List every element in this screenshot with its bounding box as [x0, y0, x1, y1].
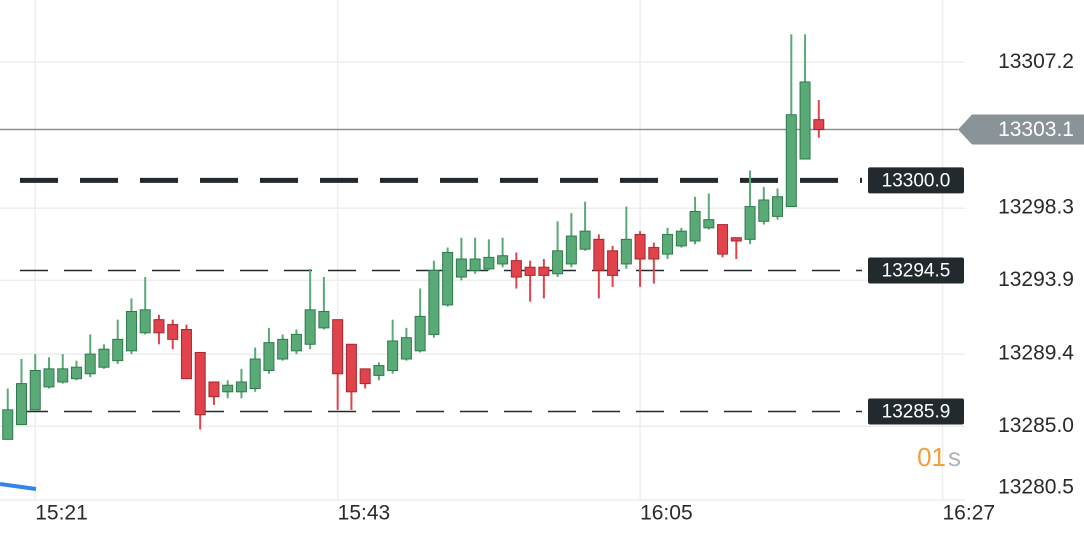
candle-body — [208, 381, 220, 398]
y-tick-label: 13285.0 — [998, 414, 1074, 437]
candle-body — [593, 238, 605, 271]
candle-body — [469, 258, 481, 271]
candle-body — [579, 230, 591, 250]
candle-body — [455, 258, 467, 278]
candle-body — [744, 206, 756, 240]
candle-body — [717, 224, 729, 255]
candle-body — [180, 329, 192, 380]
candle-body — [249, 358, 261, 390]
y-tick-label: 13307.2 — [998, 50, 1074, 73]
candle-body — [318, 310, 330, 329]
candle-body — [703, 219, 715, 229]
candle-body — [552, 250, 564, 275]
candle-body — [359, 368, 371, 385]
x-tick-label: 16:27 — [943, 502, 996, 525]
level-label-box — [868, 167, 964, 194]
countdown-unit: s — [948, 442, 961, 472]
candle-body — [538, 266, 550, 276]
candle-body — [634, 233, 646, 260]
indicator-line — [0, 482, 37, 491]
candle-body — [15, 383, 27, 426]
y-tick-label: 13289.4 — [998, 342, 1074, 365]
candles — [2, 34, 825, 440]
candle-body — [332, 319, 344, 375]
level-label: 13294.5 — [882, 261, 951, 282]
candle-body — [112, 338, 124, 362]
candle-body — [607, 250, 619, 276]
candle-body — [483, 256, 495, 270]
candle-body — [662, 233, 674, 255]
y-tick-label: 13298.3 — [998, 196, 1074, 219]
candle-body — [675, 230, 687, 247]
candle-body — [772, 196, 784, 217]
candle-body — [304, 309, 316, 345]
level-label-box — [868, 257, 964, 284]
candle-body — [222, 384, 234, 393]
candle-body — [167, 324, 179, 340]
candle-body — [648, 247, 660, 260]
candle-body — [263, 342, 275, 371]
candle-body — [497, 255, 509, 265]
candle-body — [2, 409, 14, 440]
candle-body — [29, 369, 41, 411]
last-price-box — [958, 114, 1084, 145]
candle-body — [290, 333, 302, 352]
level-label: 13300.0 — [882, 170, 951, 191]
candle-body — [43, 368, 55, 388]
level-label: 13285.9 — [882, 401, 951, 422]
candle-body — [194, 351, 206, 416]
candle-body — [730, 237, 742, 242]
last-price-label: 13303.1 — [998, 118, 1074, 141]
candle-body — [277, 338, 289, 360]
countdown-number: 01 — [917, 442, 946, 472]
candle-body — [373, 365, 385, 376]
candle-body — [345, 343, 357, 393]
overlay: 13280.5 13285.0 13289.4 13293.9 13298.3 13307… — [35, 50, 1084, 525]
candle-body — [70, 366, 82, 380]
candle-body — [758, 199, 770, 222]
candle-body — [428, 269, 440, 335]
candle-body — [98, 348, 110, 368]
candle-body — [84, 353, 96, 375]
x-tick-label: 16:05 — [640, 502, 693, 525]
candle-body — [235, 381, 247, 393]
candle-body — [400, 337, 412, 360]
level-label-box — [868, 398, 964, 425]
candle-body — [785, 114, 797, 208]
levels — [0, 128, 958, 413]
candle-body — [510, 260, 522, 278]
candle-body — [414, 315, 426, 352]
y-tick-label: 13280.5 — [998, 476, 1074, 499]
candle-body — [524, 266, 536, 276]
x-tick-label: 15:43 — [338, 502, 391, 525]
candle-body — [799, 81, 811, 160]
candle-body — [813, 119, 825, 131]
candle-body — [689, 210, 701, 242]
candle-body — [565, 235, 577, 265]
candle-body — [620, 238, 632, 265]
candle-body — [442, 251, 454, 306]
candle-body — [139, 309, 151, 334]
candle-body — [57, 368, 69, 383]
candle-body — [387, 340, 399, 371]
candle-body — [125, 310, 137, 352]
candle-body — [153, 319, 165, 334]
x-tick-label: 15:21 — [35, 502, 88, 525]
y-tick-label: 13293.9 — [998, 268, 1074, 291]
